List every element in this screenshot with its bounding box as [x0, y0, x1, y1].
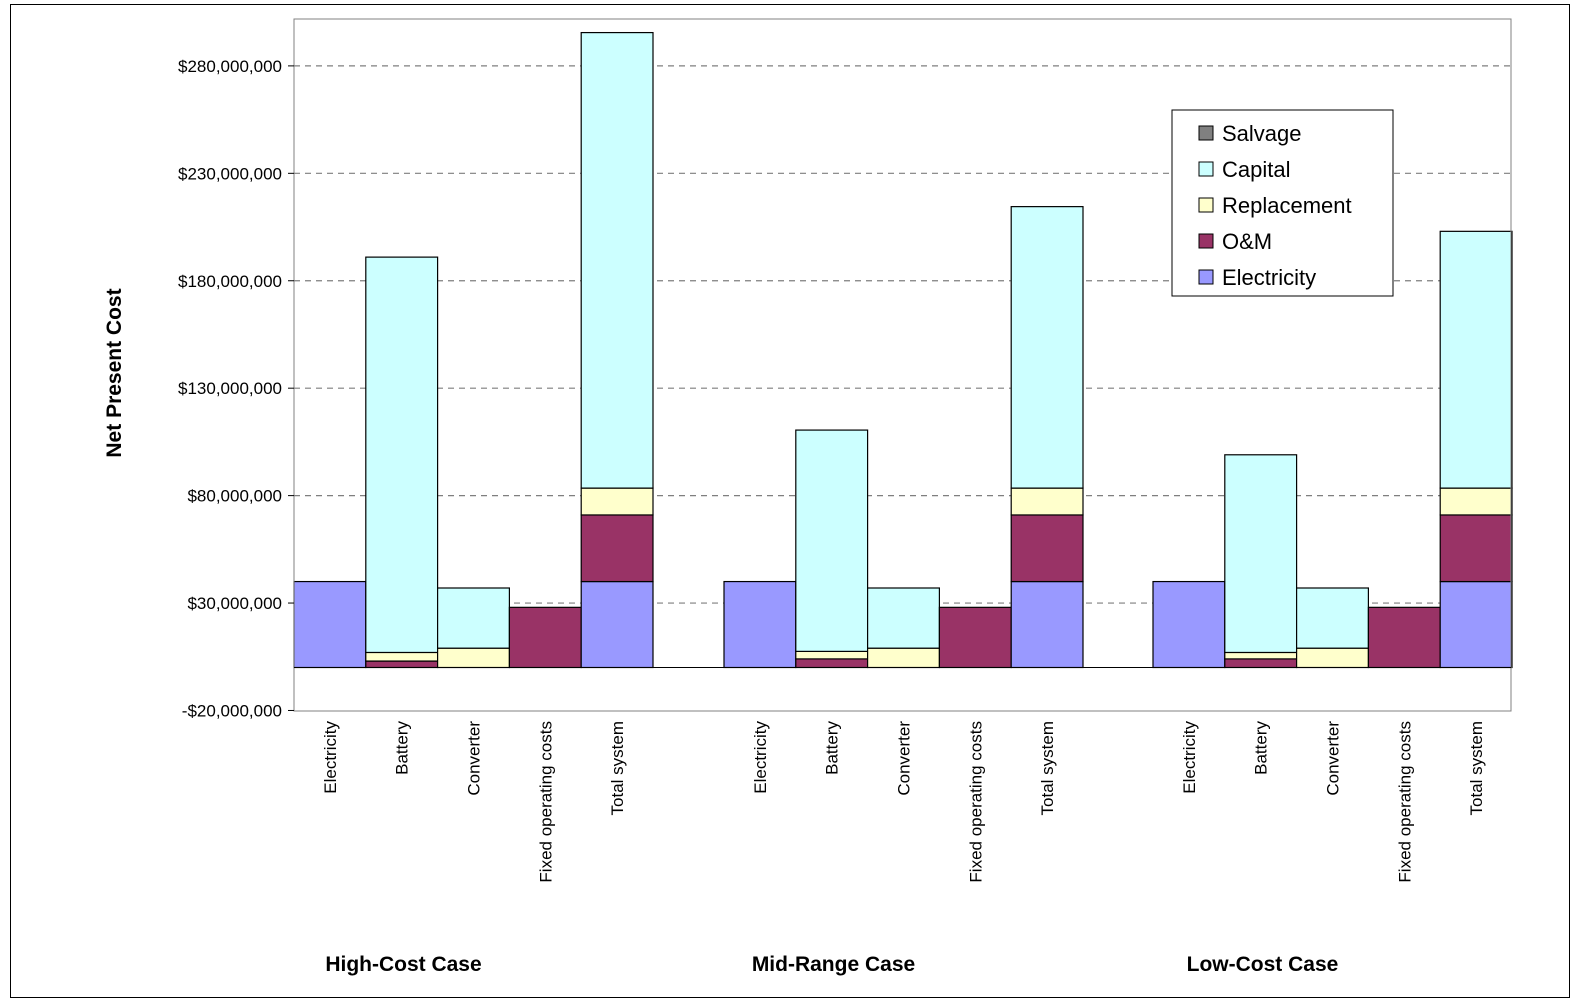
bar-segment-electricity: [1439, 580, 1513, 669]
y-tick-label: $180,000,000: [178, 272, 282, 291]
bar-segment-o-m: [1367, 606, 1441, 669]
bar-segment-electricity: [1010, 580, 1084, 669]
bar-segment-capital: [437, 587, 511, 649]
y-tick-labels: -$20,000,000 $30,000,000 $80,000,000 $130,0…: [178, 57, 282, 721]
category-labels: Electricity Battery Converter Fixed operati…: [321, 721, 1486, 883]
group-label: High-Cost Case: [325, 953, 481, 976]
category-label: Fixed operating costs: [536, 721, 555, 883]
bar-segment-o-m: [1439, 514, 1513, 583]
legend-label: Electricity: [1222, 265, 1316, 290]
bar-segment-o-m: [508, 606, 582, 669]
category-label: Converter: [465, 721, 484, 796]
category-label: Electricity: [751, 721, 770, 794]
category-label: Fixed operating costs: [966, 721, 985, 883]
chart-frame: Net Present Cost -$20,000,000 $30,000,000…: [10, 4, 1570, 998]
bar-segment-o-m: [795, 658, 869, 669]
y-tick-label: $280,000,000: [178, 57, 282, 76]
category-label: Battery: [823, 721, 842, 775]
legend-box: [1171, 109, 1394, 297]
bar-segment-capital: [1010, 206, 1084, 489]
stacked-bar-chart: Net Present Cost -$20,000,000 $30,000,000…: [103, 18, 1513, 976]
group-label: Low-Cost Case: [1187, 953, 1339, 976]
bar-segment-capital: [365, 256, 439, 654]
legend-swatch: [1198, 269, 1214, 285]
plot-area-border: [293, 18, 1512, 712]
category-label: Total system: [1467, 721, 1486, 815]
bar-segment-o-m: [580, 514, 654, 583]
bar-segment-o-m: [365, 660, 439, 669]
category-label: Total system: [608, 721, 627, 815]
category-label: Battery: [1252, 721, 1271, 775]
y-tick-label: $230,000,000: [178, 164, 282, 183]
legend-label: Replacement: [1222, 193, 1352, 218]
bar-segment-replacement: [580, 487, 654, 516]
bar-segment-replacement: [1439, 487, 1513, 516]
axes: [288, 18, 1512, 712]
bar-segment-capital: [1224, 454, 1298, 654]
group-label: Mid-Range Case: [752, 953, 915, 976]
bar-segment-o-m: [1224, 658, 1298, 669]
legend-label: O&M: [1222, 229, 1272, 254]
category-label: Battery: [393, 721, 412, 775]
legend-swatch: [1198, 197, 1214, 213]
group-labels: High-Cost Case Mid-Range Case Low-Cost Cas…: [325, 953, 1338, 976]
bar-segment-electricity: [1152, 580, 1226, 669]
bar-segment-electricity: [580, 580, 654, 669]
y-tick-label: -$20,000,000: [182, 701, 282, 720]
bar-segment-electricity: [723, 580, 797, 669]
bar-segment-o-m: [938, 606, 1012, 669]
bar-segment-capital: [795, 429, 869, 652]
category-label: Total system: [1038, 721, 1057, 815]
legend-label: Salvage: [1222, 121, 1302, 146]
legend-swatch: [1198, 125, 1214, 141]
category-label: Electricity: [321, 721, 340, 794]
y-tick-label: $80,000,000: [187, 487, 282, 506]
bar-segment-replacement: [866, 647, 940, 669]
bar-segment-replacement: [437, 647, 511, 669]
bar-segment-capital: [1295, 587, 1369, 649]
bar-segment-replacement: [365, 651, 439, 662]
bar-segment-replacement: [795, 650, 869, 660]
legend-label: Capital: [1222, 157, 1290, 182]
bars: [293, 31, 1513, 669]
bar-segment-replacement: [1010, 487, 1084, 516]
legend-swatch: [1198, 233, 1214, 249]
category-label: Converter: [895, 721, 914, 796]
category-label: Converter: [1324, 721, 1343, 796]
category-label: Electricity: [1180, 721, 1199, 794]
bar-segment-capital: [866, 587, 940, 649]
bar-segment-replacement: [1295, 647, 1369, 669]
y-axis-label: Net Present Cost: [103, 288, 126, 457]
legend-swatch: [1198, 161, 1214, 177]
y-tick-label: $130,000,000: [178, 379, 282, 398]
bar-segment-capital: [1439, 230, 1513, 489]
bar-segment-o-m: [1010, 514, 1084, 583]
bar-segment-capital: [580, 31, 654, 489]
bar-segment-replacement: [1224, 651, 1298, 660]
category-label: Fixed operating costs: [1395, 721, 1414, 883]
y-tick-label: $30,000,000: [187, 594, 282, 613]
bar-segment-electricity: [293, 580, 367, 669]
legend: Salvage Capital Replacement O&M Electricity: [1171, 109, 1394, 297]
